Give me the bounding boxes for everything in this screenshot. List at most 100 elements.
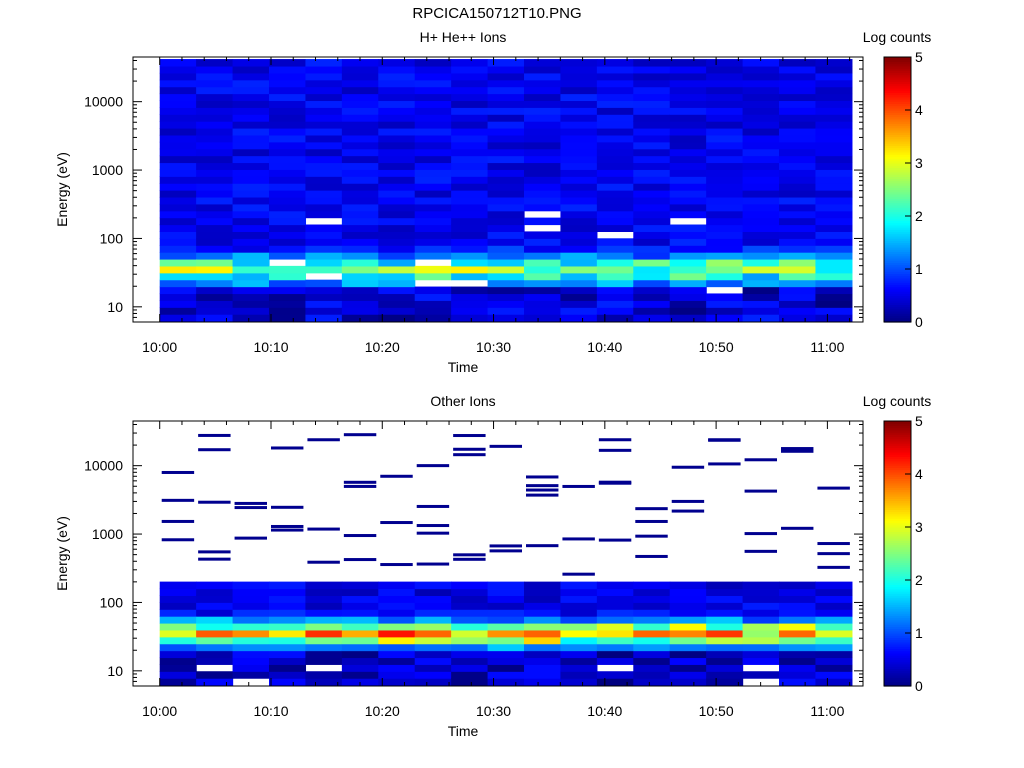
heatmap-cell: [268, 581, 307, 590]
colorbar: 0 1 2 3 4 5 Log counts: [863, 393, 932, 694]
heatmap-cell: [596, 86, 634, 95]
heatmap-cell: [196, 678, 234, 686]
heatmap-cell: [232, 671, 270, 679]
colorbar-step: [884, 204, 911, 208]
colorbar-step: [884, 447, 911, 451]
colorbar-step: [884, 83, 911, 87]
heatmap-cell: [706, 616, 744, 624]
heatmap-cell: [779, 114, 817, 122]
heatmap-cell: [341, 657, 379, 665]
heatmap-cell: [305, 622, 343, 631]
heatmap-cell: [742, 286, 780, 295]
colorbar-step: [884, 557, 911, 561]
heatmap-cell: [378, 93, 416, 102]
heatmap-cell: [305, 286, 343, 295]
heatmap-cell: [414, 162, 452, 170]
colorbar-step: [884, 456, 911, 460]
colorbar-step: [884, 577, 911, 581]
heatmap-cell: [198, 550, 231, 554]
heatmap-cell: [343, 558, 377, 562]
heatmap-cell: [378, 65, 416, 74]
heatmap-cell: [596, 588, 634, 597]
heatmap-cell: [196, 203, 234, 212]
heatmap-cell: [232, 231, 270, 239]
heatmap-cell: [815, 127, 853, 136]
heatmap-cells: [159, 59, 853, 322]
heatmap-cell: [524, 293, 562, 301]
heatmap-cell: [524, 307, 562, 315]
heatmap-cell: [487, 678, 525, 686]
heatmap-cell: [560, 629, 598, 638]
heatmap-cell: [487, 210, 525, 219]
heatmap-cell: [742, 265, 780, 274]
heatmap-cell: [305, 169, 343, 177]
heatmap-cell: [815, 678, 853, 686]
heatmap-cell: [598, 448, 632, 452]
heatmap-cell: [416, 524, 450, 528]
heatmap-cell: [596, 127, 634, 136]
heatmap-cell: [414, 114, 452, 122]
heatmap-cell: [341, 176, 379, 184]
colorbar-step: [884, 249, 911, 252]
colorbar-step: [884, 257, 911, 261]
heatmap-cell: [305, 93, 343, 102]
heatmap-cell: [633, 107, 671, 115]
heatmap-cell: [669, 155, 707, 164]
colorbar-step: [884, 518, 911, 521]
heatmap-cell: [268, 196, 307, 205]
heatmap-cell: [232, 602, 270, 610]
colorbar-step: [884, 670, 911, 674]
heatmap-cell: [635, 534, 668, 538]
x-tick-label: 10:30: [476, 703, 511, 719]
heatmap-cell: [305, 657, 343, 665]
heatmap-cell: [232, 307, 270, 315]
colorbar-step: [884, 621, 911, 625]
heatmap-cell: [305, 210, 343, 219]
heatmap-cell: [414, 643, 452, 652]
heatmap-cell: [633, 217, 671, 226]
heatmap-cell: [414, 581, 452, 590]
colorbar-step: [884, 306, 911, 310]
heatmap-cell: [378, 86, 416, 95]
heatmap-cell: [268, 121, 307, 129]
heatmap-cell: [562, 572, 595, 576]
heatmap-cell: [742, 190, 780, 198]
heatmap-cell: [305, 650, 343, 659]
heatmap-cell: [669, 588, 707, 597]
colorbar-step: [884, 454, 911, 457]
heatmap-cell: [414, 127, 452, 136]
heatmap-cell: [341, 265, 379, 274]
heatmap-cell: [414, 93, 452, 102]
heatmap-cell: [742, 65, 780, 74]
heatmap-cell: [341, 100, 379, 108]
colorbar-step: [884, 641, 911, 645]
heatmap-cell: [378, 134, 416, 143]
heatmap-cell: [596, 121, 634, 129]
heatmap-cell: [524, 238, 562, 246]
colorbar-step: [884, 74, 911, 78]
heatmap-cell: [560, 307, 598, 315]
heatmap-cell: [742, 127, 780, 136]
heatmap-cell: [196, 671, 234, 679]
colorbar-step: [884, 266, 911, 270]
heatmap-cell: [487, 93, 525, 102]
heatmap-cell: [159, 286, 197, 295]
heatmap-cell: [196, 59, 234, 67]
heatmap-cell: [343, 433, 377, 437]
heatmap-cell: [779, 307, 817, 315]
heatmap-cell: [378, 602, 416, 610]
heatmap-cell: [524, 190, 562, 198]
heatmap-cell: [742, 258, 780, 267]
heatmap-cell: [159, 581, 197, 590]
heatmap-cell: [232, 258, 270, 267]
heatmap-cell: [414, 293, 452, 301]
heatmap-cell: [524, 678, 562, 686]
heatmap-cell: [305, 602, 343, 610]
x-tick-label: 10:40: [587, 703, 622, 719]
heatmap-cell: [196, 93, 234, 102]
colorbar-step: [884, 187, 911, 191]
heatmap-cell: [232, 155, 270, 164]
heatmap-cell: [596, 183, 634, 191]
heatmap-cell: [451, 155, 489, 164]
colorbar-step: [884, 81, 911, 85]
